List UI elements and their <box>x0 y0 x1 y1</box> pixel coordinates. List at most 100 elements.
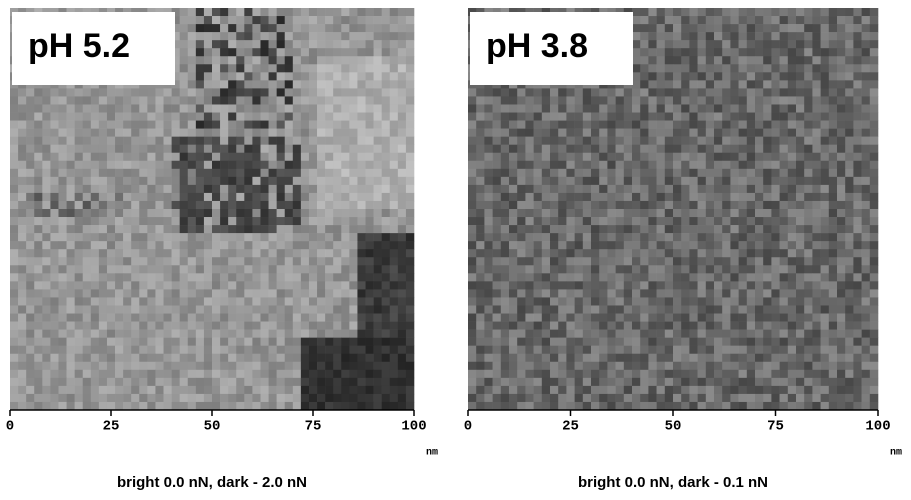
pixel <box>155 386 163 394</box>
pixel <box>180 314 188 322</box>
pixel <box>374 330 382 338</box>
pixel <box>484 370 493 378</box>
pixel <box>837 225 846 233</box>
pixel <box>648 177 657 185</box>
pixel <box>293 177 301 185</box>
pixel <box>42 137 50 145</box>
pixel <box>730 32 739 40</box>
pixel <box>599 330 608 338</box>
pixel <box>228 265 236 273</box>
pixel <box>763 56 772 64</box>
pixel <box>525 137 534 145</box>
pixel <box>763 137 772 145</box>
pixel <box>325 104 333 112</box>
pixel <box>821 48 830 56</box>
pixel <box>42 362 50 370</box>
pixel <box>115 257 123 265</box>
pixel <box>252 32 260 40</box>
pixel <box>244 362 252 370</box>
pixel <box>164 354 172 362</box>
pixel <box>67 354 75 362</box>
pixel <box>591 241 600 249</box>
pixel <box>829 64 838 72</box>
pixel <box>780 346 789 354</box>
pixel <box>607 217 616 225</box>
x-tick-label: 50 <box>204 419 221 435</box>
pixel <box>534 338 543 346</box>
pixel <box>870 273 879 281</box>
pixel <box>583 346 592 354</box>
pixel <box>333 289 341 297</box>
pixel <box>188 241 196 249</box>
pixel <box>382 8 390 16</box>
pixel <box>236 16 244 24</box>
pixel <box>131 338 139 346</box>
pixel <box>155 297 163 305</box>
pixel <box>220 257 228 265</box>
pixel <box>780 217 789 225</box>
pixel <box>542 177 551 185</box>
pixel <box>607 177 616 185</box>
pixel <box>285 104 293 112</box>
pixel <box>390 314 398 322</box>
pixel <box>366 169 374 177</box>
pixel <box>10 322 18 330</box>
pixel <box>285 338 293 346</box>
pixel <box>812 201 821 209</box>
pixel <box>374 177 382 185</box>
pixel <box>673 289 682 297</box>
pixel <box>180 145 188 153</box>
pixel <box>468 338 477 346</box>
pixel <box>188 233 196 241</box>
pixel <box>252 64 260 72</box>
pixel <box>34 289 42 297</box>
pixel <box>542 378 551 386</box>
pixel <box>107 314 115 322</box>
pixel <box>558 177 567 185</box>
pixel <box>67 88 75 96</box>
pixel <box>788 378 797 386</box>
pixel <box>821 241 830 249</box>
pixel <box>341 370 349 378</box>
pixel <box>147 193 155 201</box>
pixel <box>607 394 616 402</box>
pixel <box>333 185 341 193</box>
pixel <box>301 72 309 80</box>
pixel <box>739 169 748 177</box>
pixel <box>212 161 220 169</box>
pixel <box>317 265 325 273</box>
pixel <box>341 153 349 161</box>
pixel <box>212 16 220 24</box>
pixel <box>763 185 772 193</box>
pixel <box>252 289 260 297</box>
pixel <box>277 72 285 80</box>
pixel <box>139 289 147 297</box>
pixel <box>309 370 317 378</box>
pixel <box>739 48 748 56</box>
pixel <box>188 16 196 24</box>
pixel <box>269 265 277 273</box>
pixel <box>293 88 301 96</box>
pixel <box>591 322 600 330</box>
pixel <box>689 104 698 112</box>
pixel <box>821 121 830 129</box>
pixel <box>648 297 657 305</box>
pixel <box>862 249 871 257</box>
pixel <box>812 346 821 354</box>
pixel <box>862 273 871 281</box>
pixel <box>107 402 115 410</box>
pixel <box>534 257 543 265</box>
x-tick-label: 0 <box>6 419 14 435</box>
pixel <box>188 402 196 410</box>
pixel <box>689 249 698 257</box>
pixel <box>349 177 357 185</box>
pixel <box>341 201 349 209</box>
pixel <box>131 169 139 177</box>
pixel <box>780 378 789 386</box>
pixel <box>285 378 293 386</box>
pixel <box>698 273 707 281</box>
pixel <box>58 96 66 104</box>
pixel <box>714 386 723 394</box>
pixel <box>18 217 26 225</box>
